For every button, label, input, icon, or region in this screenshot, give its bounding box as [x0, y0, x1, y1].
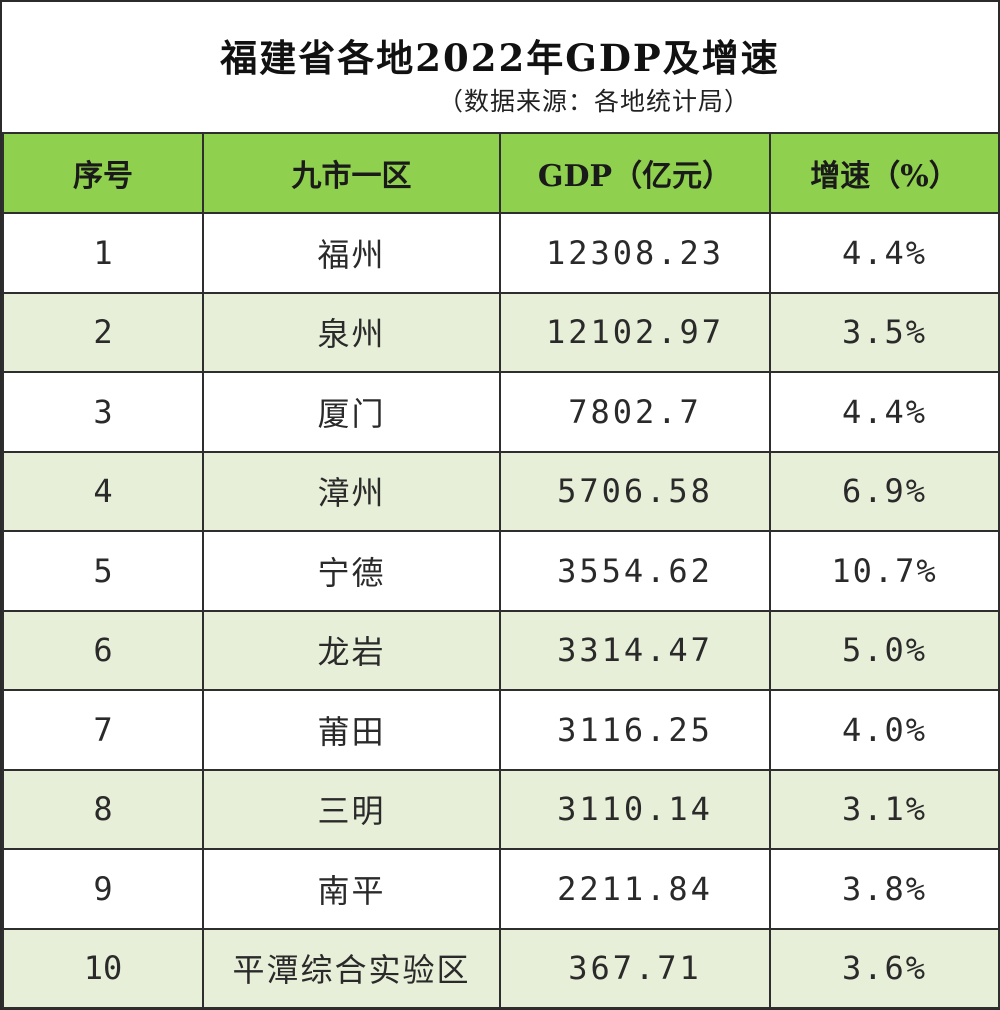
cell-gdp: 12308.23 [499, 212, 771, 294]
table-row: 5 宁德 3554.62 10.7% [2, 530, 1000, 612]
source-note: （数据来源：各地统计局） [438, 87, 751, 116]
cell-index: 1 [2, 212, 204, 294]
table-row: 4 漳州 5706.58 6.9% [2, 450, 1000, 532]
header-region: 九市一区 [202, 132, 501, 214]
table-row: 2 泉州 12102.97 3.5% [2, 291, 1000, 373]
cell-index: 6 [2, 609, 204, 691]
cell-growth: 3.5% [769, 291, 1000, 373]
cell-region: 厦门 [202, 371, 501, 453]
cell-region: 莆田 [202, 689, 501, 771]
cell-index: 7 [2, 689, 204, 771]
cell-index: 2 [2, 291, 204, 373]
cell-gdp: 3314.47 [499, 609, 771, 691]
cell-growth: 4.0% [769, 689, 1000, 771]
cell-growth: 3.6% [769, 927, 1000, 1009]
cell-gdp: 7802.7 [499, 371, 771, 453]
cell-gdp: 3110.14 [499, 768, 771, 850]
cell-growth: 4.4% [769, 212, 1000, 294]
table-header-row: 序号 九市一区 GDP（亿元） 增速（%） [2, 132, 1000, 214]
cell-region: 漳州 [202, 450, 501, 532]
page-title: 福建省各地2022年GDP及增速 [220, 36, 780, 80]
cell-region: 南平 [202, 848, 501, 930]
cell-gdp: 5706.58 [499, 450, 771, 532]
table-row: 8 三明 3110.14 3.1% [2, 768, 1000, 850]
cell-growth: 10.7% [769, 530, 1000, 612]
cell-index: 8 [2, 768, 204, 850]
cell-index: 4 [2, 450, 204, 532]
cell-gdp: 12102.97 [499, 291, 771, 373]
cell-region: 三明 [202, 768, 501, 850]
header-growth: 增速（%） [769, 132, 1000, 214]
cell-region: 龙岩 [202, 609, 501, 691]
table-row: 3 厦门 7802.7 4.4% [2, 371, 1000, 453]
table-row: 6 龙岩 3314.47 5.0% [2, 609, 1000, 691]
cell-growth: 5.0% [769, 609, 1000, 691]
table-row: 10 平潭综合实验区 367.71 3.6% [2, 927, 1000, 1009]
table-row: 1 福州 12308.23 4.4% [2, 212, 1000, 294]
cell-region: 宁德 [202, 530, 501, 612]
cell-index: 5 [2, 530, 204, 612]
cell-gdp: 367.71 [499, 927, 771, 1009]
gdp-table: 序号 九市一区 GDP（亿元） 增速（%） 1 福州 12308.23 4.4%… [2, 132, 1000, 1009]
cell-region: 平潭综合实验区 [202, 927, 501, 1009]
table-row: 7 莆田 3116.25 4.0% [2, 689, 1000, 771]
cell-gdp: 3116.25 [499, 689, 771, 771]
table-row: 9 南平 2211.84 3.8% [2, 848, 1000, 930]
header-gdp: GDP（亿元） [499, 132, 771, 214]
header-index: 序号 [2, 132, 204, 214]
cell-index: 3 [2, 371, 204, 453]
cell-region: 福州 [202, 212, 501, 294]
cell-index: 10 [2, 927, 204, 1009]
cell-growth: 4.4% [769, 371, 1000, 453]
cell-region: 泉州 [202, 291, 501, 373]
title-block: 福建省各地2022年GDP及增速 （数据来源：各地统计局） [2, 2, 998, 132]
cell-gdp: 2211.84 [499, 848, 771, 930]
cell-gdp: 3554.62 [499, 530, 771, 612]
cell-growth: 6.9% [769, 450, 1000, 532]
cell-growth: 3.8% [769, 848, 1000, 930]
cell-index: 9 [2, 848, 204, 930]
cell-growth: 3.1% [769, 768, 1000, 850]
